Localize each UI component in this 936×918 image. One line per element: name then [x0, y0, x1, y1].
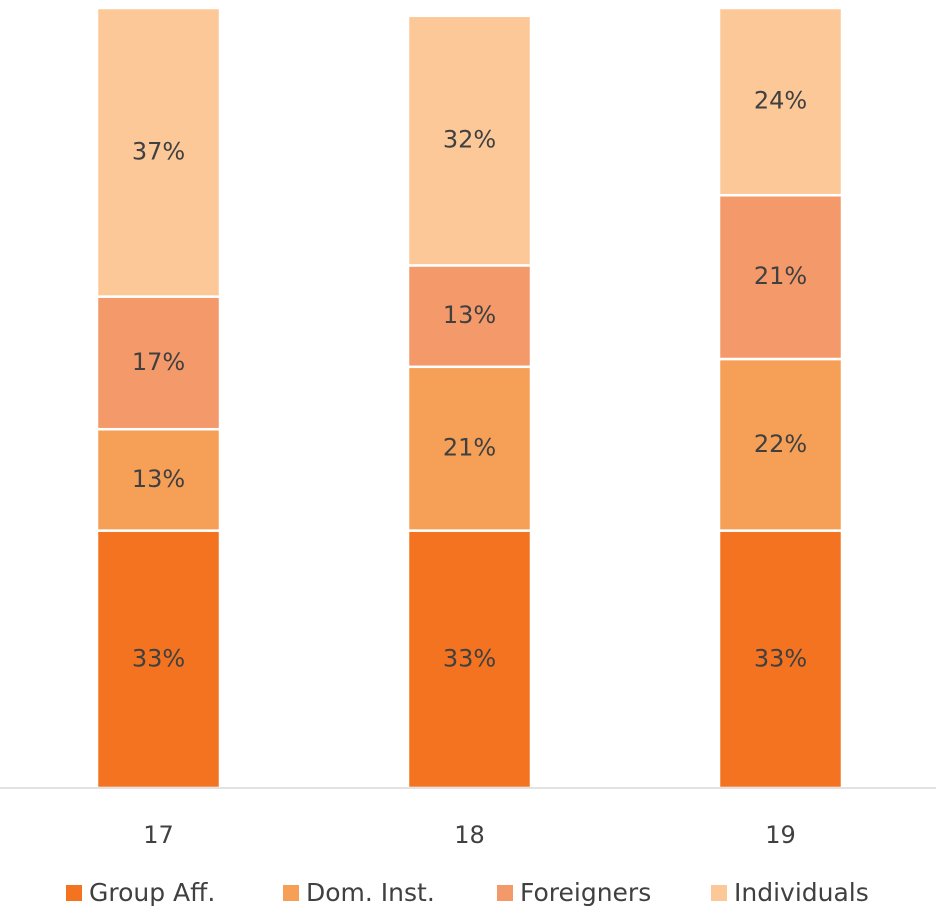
bar-segment	[406, 365, 533, 532]
data-label: 13%	[443, 301, 496, 329]
x-tick-label: 19	[765, 821, 796, 849]
data-label: 33%	[754, 644, 807, 672]
data-label: 24%	[754, 87, 807, 115]
bar-segment	[717, 6, 844, 197]
legend-swatch	[711, 885, 727, 901]
bar-segment	[406, 14, 533, 267]
bar-segment	[95, 427, 222, 532]
data-label: 13%	[132, 465, 185, 493]
legend-label: Foreigners	[520, 878, 651, 907]
bar-segment	[95, 6, 222, 298]
data-label: 33%	[443, 644, 496, 672]
bar-segment	[717, 357, 844, 532]
bar-segment	[717, 193, 844, 361]
data-label: 21%	[443, 434, 496, 462]
legend-label: Group Aff.	[89, 878, 215, 907]
data-label: 22%	[754, 430, 807, 458]
data-label: 32%	[443, 126, 496, 154]
bar-segment	[95, 529, 222, 790]
data-label: 21%	[754, 262, 807, 290]
bar-segment	[406, 264, 533, 369]
data-label: 17%	[132, 348, 185, 376]
data-label: 33%	[132, 644, 185, 672]
x-tick-label: 18	[454, 821, 485, 849]
legend-label: Dom. Inst.	[306, 878, 435, 907]
data-label: 37%	[132, 137, 185, 165]
legend-swatch	[66, 885, 82, 901]
x-tick-label: 17	[143, 821, 174, 849]
legend-swatch	[283, 885, 299, 901]
legend-swatch	[497, 885, 513, 901]
legend-label: Individuals	[734, 878, 869, 907]
